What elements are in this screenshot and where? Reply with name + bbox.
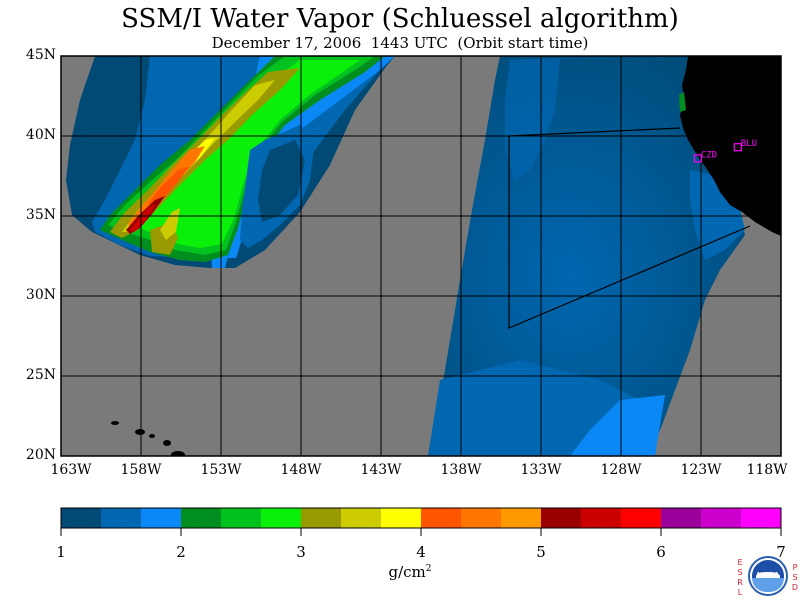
colorbar-swatch	[741, 508, 782, 528]
lon-label: 158W	[120, 462, 162, 478]
logo-letter: L	[737, 588, 743, 597]
colorbar-unit: g/cm2	[370, 563, 450, 581]
colorbar-tick-label: 6	[656, 543, 666, 561]
station-label: CZD	[701, 150, 717, 160]
lon-label: 133W	[520, 462, 562, 478]
colorbar	[60, 507, 782, 536]
colorbar-swatch	[301, 508, 342, 528]
lon-label: 148W	[280, 462, 322, 478]
lon-label: 153W	[200, 462, 242, 478]
colorbar-swatch	[661, 508, 702, 528]
colorbar-swatch	[501, 508, 542, 528]
colorbar-tick-label: 4	[416, 543, 426, 561]
colorbar-swatch	[581, 508, 622, 528]
colorbar-swatch	[461, 508, 502, 528]
colorbar-swatch	[61, 508, 102, 528]
unit-text: g/cm	[388, 563, 426, 581]
map-subtitle: December 17, 2006 1443 UTC (Orbit start …	[211, 34, 589, 52]
logo-letter: E	[737, 558, 743, 567]
colorbar-swatch	[101, 508, 142, 528]
noaa-emblem: NOAA	[748, 556, 788, 596]
lon-label: 163W	[50, 462, 92, 478]
hawaiian-islands	[111, 421, 185, 456]
lon-label: 123W	[680, 462, 722, 478]
station-marker	[733, 143, 742, 152]
lat-label: 20N	[25, 447, 56, 463]
lon-label: 138W	[440, 462, 482, 478]
stations-layer: CZD BLU	[693, 139, 757, 163]
map-frame	[60, 55, 782, 457]
land-north-america	[680, 56, 781, 236]
colorbar-tick-label: 2	[176, 543, 186, 561]
lat-label: 25N	[25, 367, 56, 383]
lat-label: 45N	[25, 47, 56, 63]
lon-label: 143W	[360, 462, 402, 478]
eastern-swath	[428, 56, 745, 456]
colorbar-tick-label: 1	[56, 543, 66, 561]
station-label: BLU	[741, 139, 757, 149]
colorbar-swatch	[261, 508, 302, 528]
colorbar-swatch	[541, 508, 582, 528]
colorbar-tick-label: 5	[536, 543, 546, 561]
gridlines	[61, 56, 781, 456]
lon-label: 118W	[746, 462, 788, 478]
logo-letter: D	[791, 583, 799, 592]
lon-label: 128W	[600, 462, 642, 478]
colorbar-swatch	[421, 508, 462, 528]
colorbar-tick-label: 3	[296, 543, 306, 561]
logo-letter: R	[737, 578, 743, 587]
lat-label: 40N	[25, 127, 56, 143]
logo-letter: S	[792, 573, 798, 582]
lat-label: 35N	[25, 207, 56, 223]
logo-letter: P	[792, 563, 798, 572]
domain-outline	[508, 127, 751, 329]
noaa-text: NOAA	[756, 571, 780, 579]
lat-label: 30N	[25, 287, 56, 303]
western-swath	[66, 56, 395, 268]
map-title: SSM/I Water Vapor (Schluessel algorithm)	[121, 4, 679, 34]
colorbar-swatch	[381, 508, 422, 528]
logo-letter: S	[737, 568, 743, 577]
unit-exponent: 2	[425, 564, 432, 574]
colorbar-swatch	[221, 508, 262, 528]
colorbar-swatch	[621, 508, 662, 528]
station-marker	[693, 154, 702, 163]
colorbar-swatch	[341, 508, 382, 528]
colorbar-swatch	[181, 508, 222, 528]
colorbar-swatch	[701, 508, 742, 528]
colorbar-swatch	[141, 508, 182, 528]
colorbar-tick-label: 7	[776, 543, 786, 561]
